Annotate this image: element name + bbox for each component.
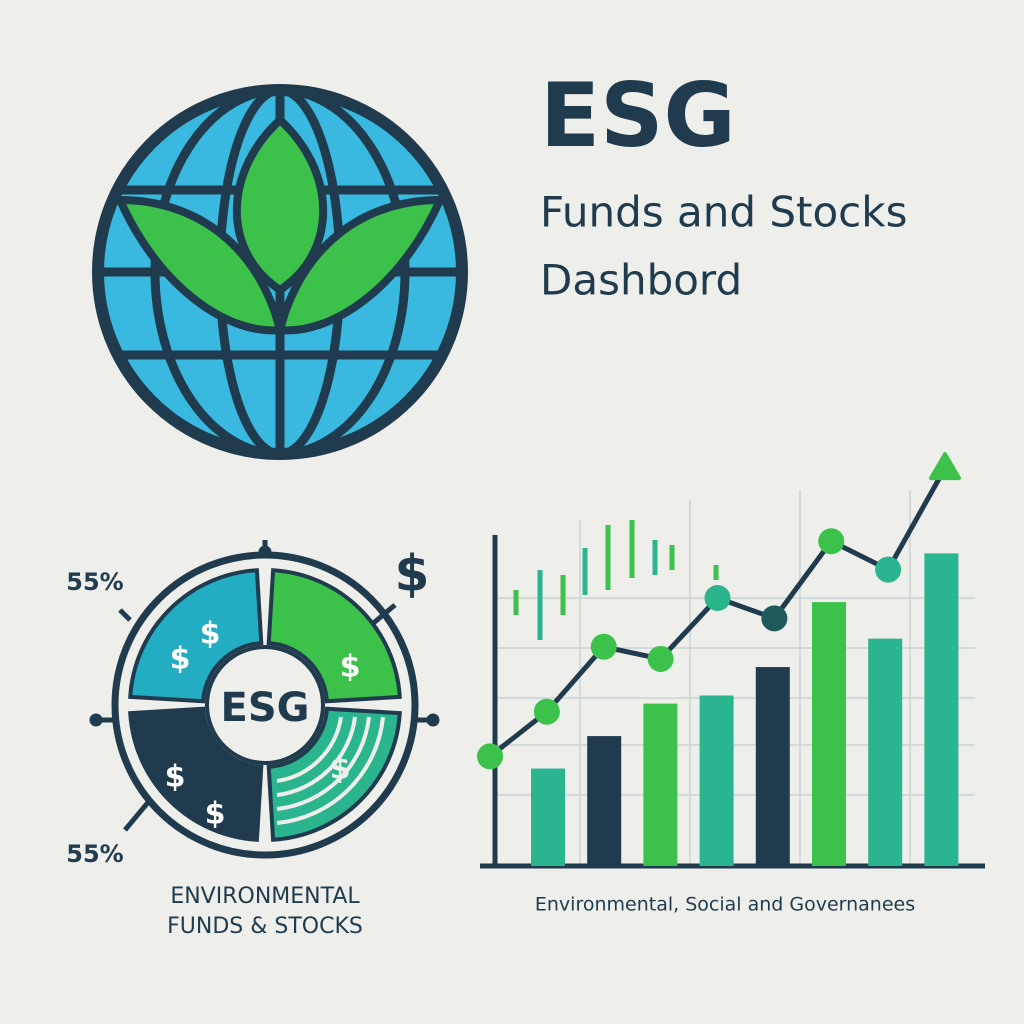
title: ESG [540, 64, 736, 167]
dollar-symbol: $ [330, 752, 351, 787]
globe-logo [92, 84, 468, 460]
dollar-symbol: $ [395, 545, 430, 603]
bar-chart [477, 452, 985, 869]
trend-point [533, 698, 560, 725]
percent-label: 55% [66, 568, 123, 596]
dollar-symbol: $ [200, 617, 221, 652]
bar [868, 638, 903, 866]
trend-point [647, 645, 674, 672]
subtitle: Dashbord [540, 256, 742, 305]
trend-point [704, 585, 731, 612]
donut-ticks [89, 540, 440, 832]
chart-caption: Environmental, Social and Governanees [535, 894, 915, 916]
donut-segment [266, 706, 402, 842]
donut-segment [266, 568, 402, 704]
dollar-symbol: $ [340, 650, 361, 685]
bar [587, 736, 622, 866]
donut-segment [128, 568, 264, 704]
subtitle: Funds and Stocks [540, 188, 907, 237]
bar [924, 553, 959, 866]
dollar-symbol: $ [165, 760, 186, 795]
decorative-ticks [513, 520, 719, 640]
segment-stripe [276, 716, 371, 811]
donut-hole [205, 645, 325, 765]
dollar-symbol: $ [170, 642, 191, 677]
percent-label: 55% [66, 840, 123, 868]
bar [699, 695, 734, 866]
bar [531, 768, 565, 866]
bar [755, 667, 790, 866]
bar [812, 602, 846, 866]
bar [643, 703, 678, 866]
donut-segment [128, 706, 264, 842]
segment-stripe [276, 716, 357, 797]
trend-arrow [929, 452, 961, 481]
caption: FUNDS & STOCKS [167, 914, 363, 939]
trend-point [590, 633, 617, 660]
caption: ENVIRONMENTAL [170, 884, 360, 909]
trend-point [818, 528, 845, 555]
donut-center-label: ESG [221, 685, 310, 731]
trend-point [761, 605, 788, 632]
dollar-symbol: $ [205, 797, 226, 832]
segment-stripe [276, 716, 385, 825]
trend-point [875, 556, 902, 583]
leaves [113, 114, 447, 440]
donut [89, 540, 440, 859]
trend-point [477, 743, 503, 770]
segment-stripe [276, 716, 343, 783]
